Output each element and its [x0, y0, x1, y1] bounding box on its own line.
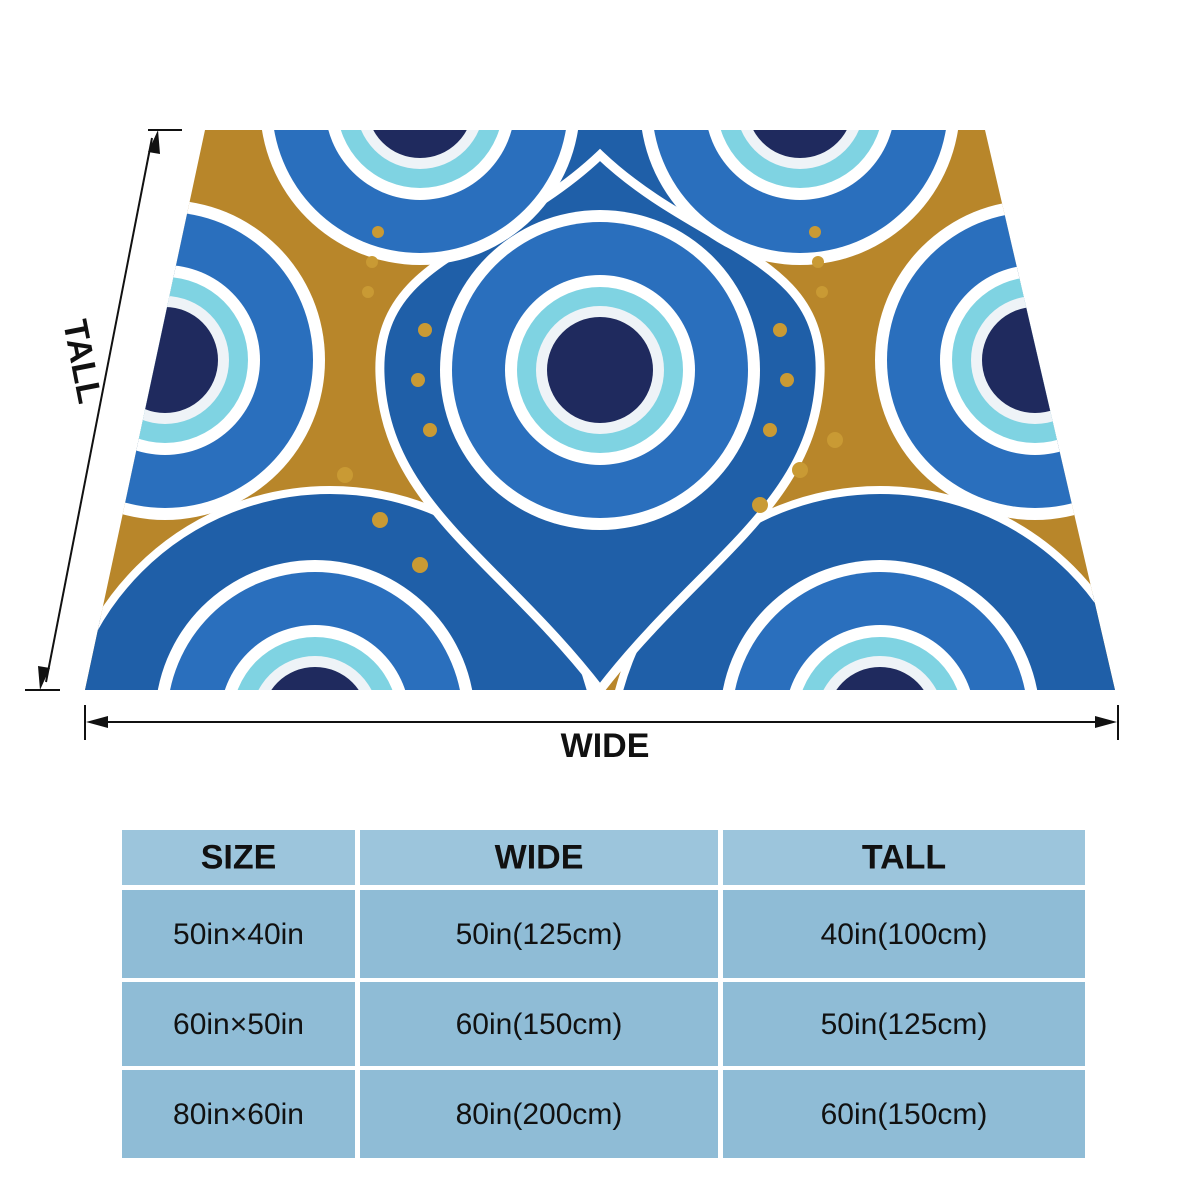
cell-text: 50in(125cm) — [456, 918, 623, 951]
header-text: SIZE — [201, 838, 277, 876]
cell-text: 80in×60in — [173, 1098, 304, 1131]
table-cell — [122, 982, 355, 1066]
table-cell — [360, 982, 718, 1066]
table-cell — [360, 1070, 718, 1158]
table-header-cell — [723, 830, 1085, 885]
cell-text: 60in(150cm) — [456, 1008, 623, 1041]
wide-label: WIDE — [561, 727, 650, 765]
cell-text: 50in×40in — [173, 918, 304, 951]
table-header-cell — [360, 830, 718, 885]
wide-arrow — [84, 705, 1119, 740]
table-cell — [723, 1070, 1085, 1158]
tall-label: TALL — [55, 317, 108, 407]
size-table: SIZE WIDE TALL 50in×40in 50in(125cm) 40in(100… — [122, 830, 1085, 1158]
header-text: TALL — [862, 838, 946, 876]
cell-text: 60in(150cm) — [821, 1098, 988, 1131]
table-cell — [122, 1070, 355, 1158]
tall-arrow — [25, 129, 182, 691]
cell-text: 40in(100cm) — [821, 918, 988, 951]
table-cell — [723, 890, 1085, 978]
header-text: WIDE — [495, 838, 584, 876]
table-cell — [360, 890, 718, 978]
cell-text: 50in(125cm) — [821, 1008, 988, 1041]
cell-text: 80in(200cm) — [456, 1098, 623, 1131]
table-cell — [122, 890, 355, 978]
cell-text: 60in×50in — [173, 1008, 304, 1041]
table-cell — [723, 982, 1085, 1066]
blanket — [85, 130, 1115, 690]
table-header-cell — [122, 830, 355, 885]
